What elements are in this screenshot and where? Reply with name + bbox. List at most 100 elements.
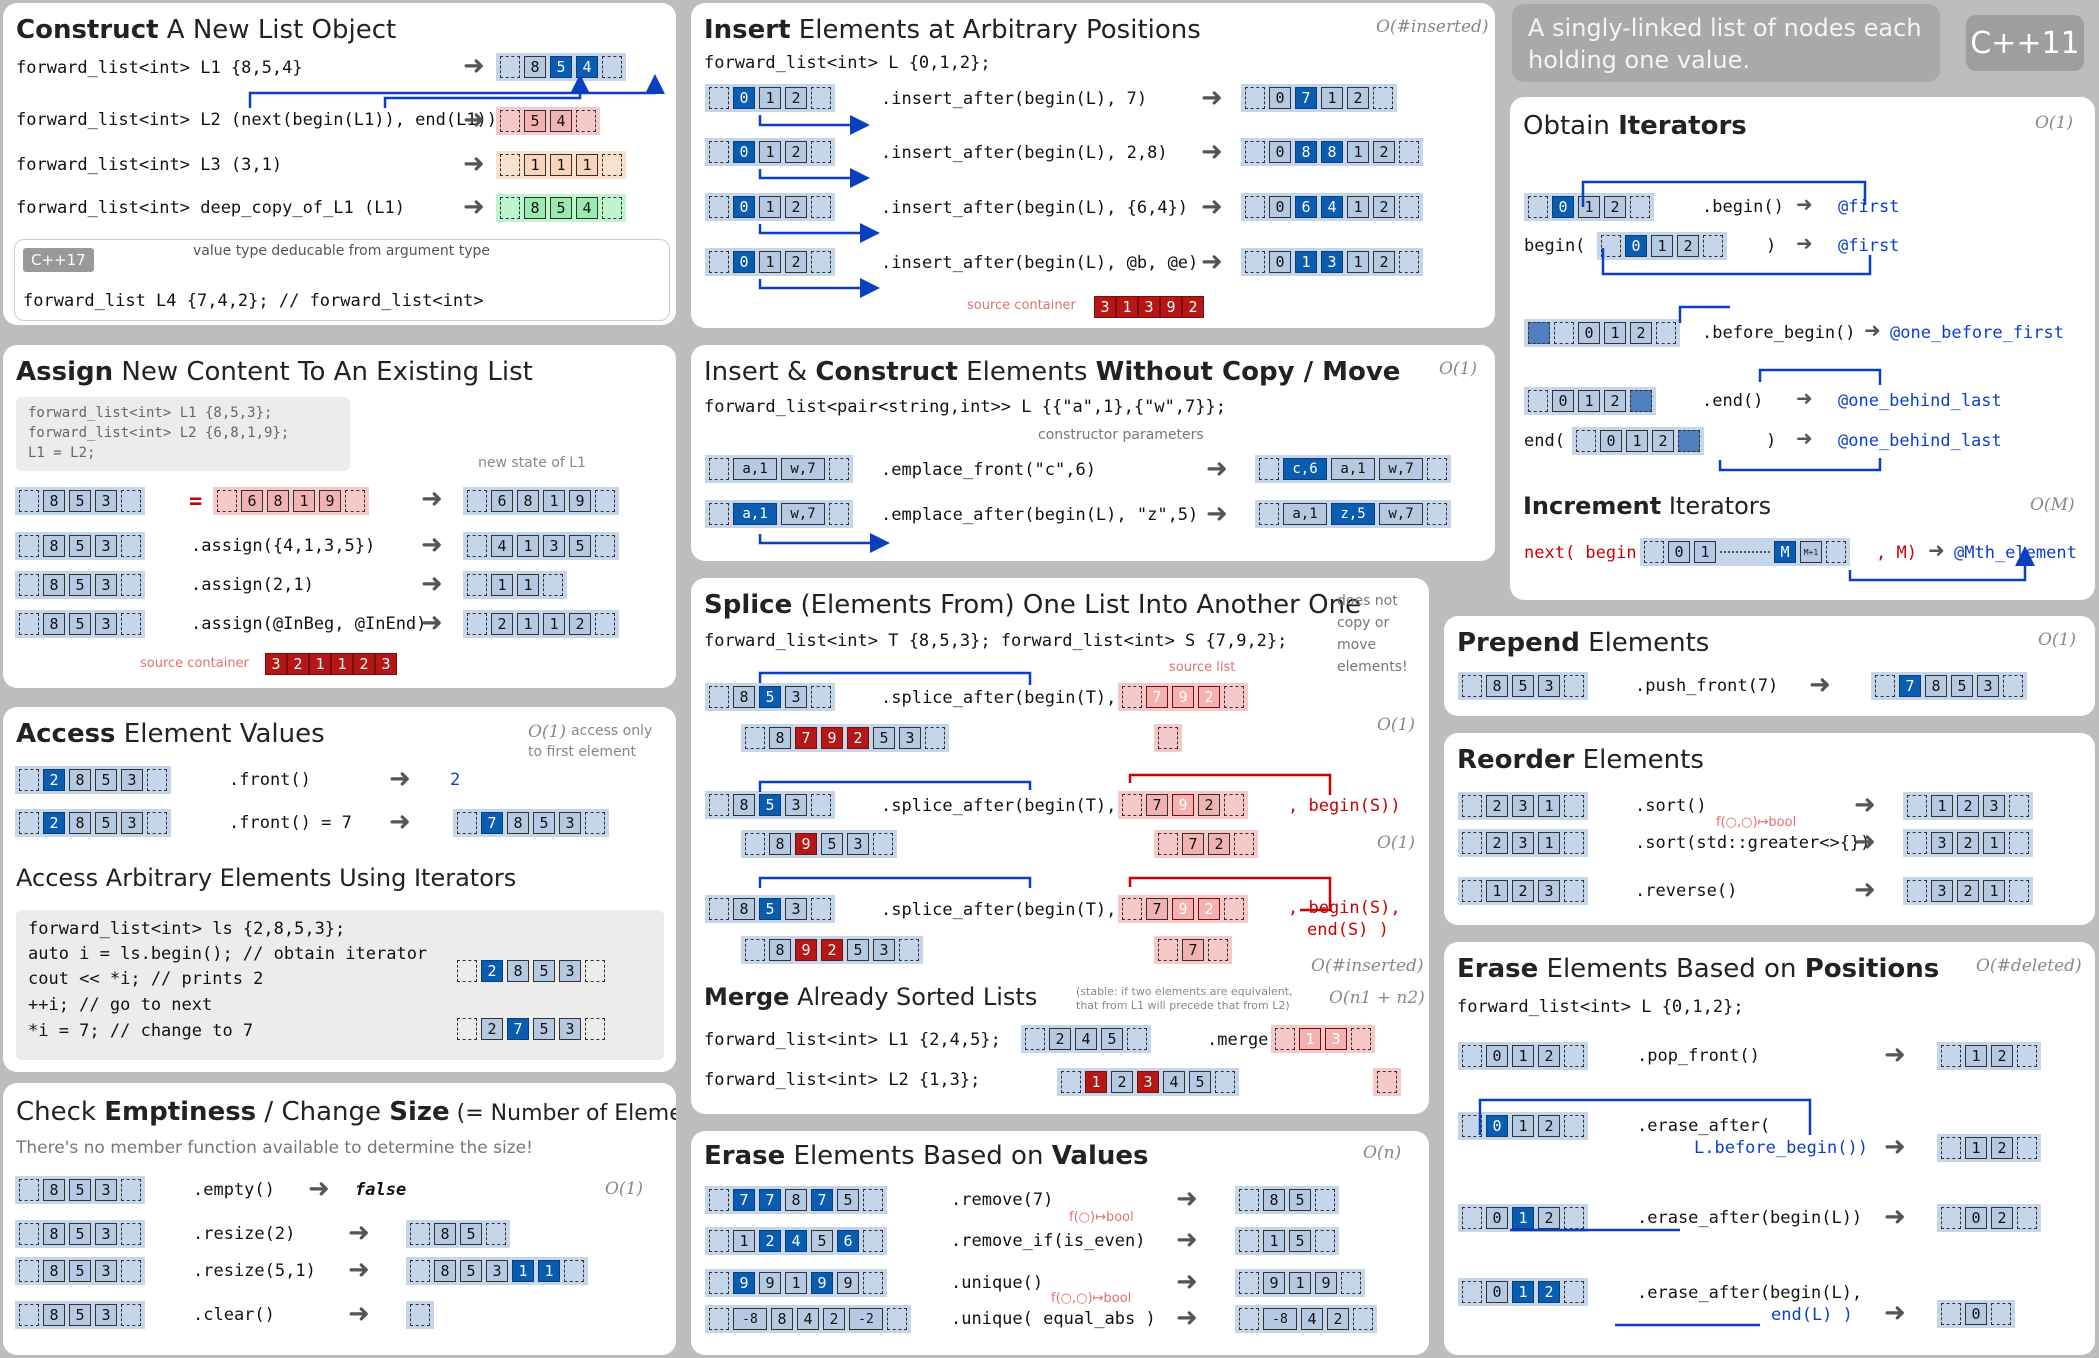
clear-op: .clear() [193, 1305, 275, 1325]
arrow-right-icon: ➜ [1884, 1040, 1906, 1070]
code-line: forward_list<int> L2 {6,8,1,9}; [28, 425, 290, 441]
iterators-access-title: Access Arbitrary Elements Using Iterator… [16, 864, 517, 892]
emplace-1: .emplace_front("c",6) [881, 460, 1096, 480]
code-line: forward_list<int> ls {2,8,5,3}; [28, 919, 346, 939]
assign-code [16, 397, 350, 471]
sort-greater-op: .sort(std::greater<>{}) [1635, 833, 1871, 853]
construct-l4: forward_list<int> deep_copy_of_L1 (L1) [16, 198, 405, 218]
increment-title: Increment Iterators [1523, 492, 1772, 520]
arrow-right-icon: ➜ [1176, 1267, 1198, 1297]
access-complexity: O(1) [528, 722, 567, 742]
assign-2: .assign(2,1) [191, 575, 314, 595]
erase-after-op: .erase_after( [1637, 1116, 1771, 1136]
code-line: *i = 7; // change to 7 [28, 1021, 254, 1041]
merge-stable-note: (stable: if two elements are equivalent,… [1076, 985, 1293, 1012]
insert-decl: forward_list<int> L {0,1,2}; [704, 53, 991, 73]
arrow-right-icon: ➜ [421, 530, 443, 560]
merge-l2: forward_list<int> L2 {1,3}; [704, 1070, 981, 1090]
front-2: .front() = 7 [229, 813, 352, 833]
arrow-right-icon: ➜ [389, 807, 411, 837]
list: a,1 w,7 [705, 500, 853, 528]
list-result [406, 1301, 434, 1329]
cpp17-tag: C++17 [23, 248, 94, 272]
splice-complexity: O(1) [1377, 715, 1416, 735]
arrow-right-icon: ➜ [389, 764, 411, 794]
access-note: access only [571, 723, 653, 739]
insert-4: .insert_after(begin(L), @b, @e) [881, 253, 1199, 273]
next-result: @Mth_element [1954, 543, 2077, 563]
erase-positions-title: Erase Elements Based on Positions [1457, 954, 1940, 984]
splice-note: does not [1337, 593, 1398, 609]
arrow-right-icon: ➜ [1201, 137, 1223, 167]
splice-decl: forward_list<int> T {8,5,3}; forward_lis… [704, 631, 1288, 651]
arrow-right-icon: ➜ [348, 1218, 370, 1248]
list-s-result [1154, 724, 1182, 752]
splice-title: Splice (Elements From) One List Into Ano… [704, 590, 1362, 620]
predicate-label: f(○,○)↦bool [1051, 1291, 1132, 1306]
arrow-right-icon: ➜ [1201, 247, 1223, 277]
arrow-right-icon: ➜ [1854, 790, 1876, 820]
erase-after-range-end: end(L) ) [1771, 1305, 1853, 1325]
list: a,1 w,7 [705, 455, 853, 483]
begin-free-result: @first [1838, 236, 1900, 256]
merge-title: Merge Already Sorted Lists [704, 983, 1038, 1011]
arrow-right-icon: ➜ [1201, 83, 1223, 113]
insert-3: .insert_after(begin(L), {6,4}) [881, 198, 1189, 218]
arrow-right-icon: ➜ [463, 51, 485, 81]
pop-front-op: .pop_front() [1637, 1046, 1760, 1066]
splice-3c: end(S) ) [1307, 920, 1389, 940]
sort-op: .sort() [1635, 796, 1707, 816]
code-line: ++i; // go to next [28, 995, 213, 1015]
code-line: forward_list<int> L1 {8,5,3}; [28, 405, 273, 421]
arrow-right-icon: ➜ [463, 105, 485, 135]
splice-complexity: O(1) [1377, 833, 1416, 853]
code-line: auto i = ls.begin(); // obtain iterator [28, 944, 428, 964]
begin-free: begin( [1524, 236, 1586, 256]
emplace-complexity: O(1) [1439, 359, 1478, 379]
size-title: Check Emptiness / Change Size (= Number … [16, 1097, 676, 1127]
code-line: cout << *i; // prints 2 [28, 969, 264, 989]
panel-access: Access Element Values O(1) access only t… [3, 707, 676, 1072]
arrow-right-icon: ➜ [1809, 670, 1831, 700]
iterators-title: Obtain Iterators [1523, 111, 1747, 141]
end-result: @one_behind_last [1838, 391, 2002, 411]
eq-sign: = [189, 489, 203, 514]
arrow-right-icon: ➜ [421, 608, 443, 638]
iter-code [16, 910, 664, 1060]
emplace-decl: forward_list<pair<string,int>> L {{"a",1… [704, 397, 1226, 417]
merge-complexity: O(n1 + n2) [1329, 988, 1425, 1008]
standard-badge: C++11 [1966, 15, 2084, 71]
arrow-right-icon: ➜ [1796, 231, 1813, 255]
access-note: to first element [528, 744, 637, 760]
construct-l1: forward_list<int> L1 {8,5,4} [16, 58, 303, 78]
ctad-line: forward_list L4 {7,4,2}; // forward_list… [23, 291, 484, 311]
